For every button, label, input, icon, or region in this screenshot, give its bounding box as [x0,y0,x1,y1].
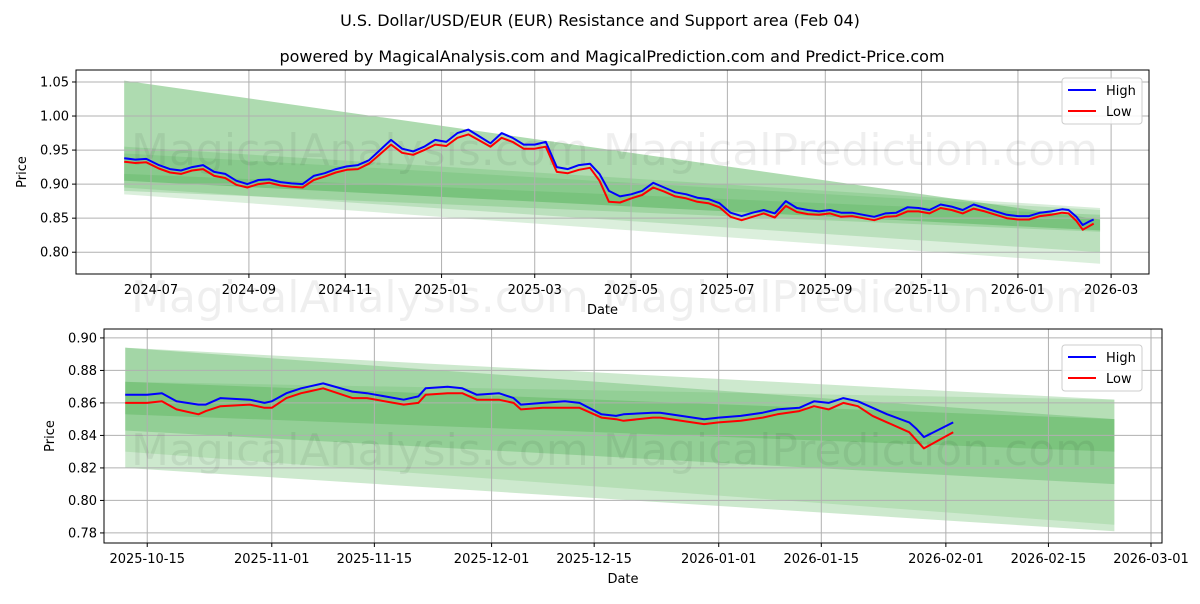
legend: High Low [1061,77,1143,125]
chart-subtitle: powered by MagicalAnalysis.com and Magic… [279,47,944,66]
high-series-line [125,382,954,439]
support-resistance-band [124,80,1101,231]
x-tick-label: 2025-03 [508,283,562,298]
legend-label-low: Low [1106,105,1132,120]
y-tick-label: 0.86 [68,396,97,411]
low-series-line [125,387,954,450]
y-tick-label: 1.05 [40,75,69,90]
y-tick-label: 0.80 [40,246,69,261]
x-tick-label: 2026-02-01 [908,552,984,567]
axes-frame [103,328,1163,544]
watermark: MagicalAnalysis.com [131,272,589,323]
x-tick-label: 2025-12-01 [454,552,530,567]
bottom-chart-axes: 2025-10-15 2025-11-01 2025-11-15 2025-12-01… [43,328,1189,587]
y-tick-label: 0.88 [68,364,97,379]
x-tick-label: 2024-09 [222,283,276,298]
watermark: MagicalPrediction.com [603,125,1098,176]
x-tick-label: 2025-09 [798,283,852,298]
y-tick-label: 0.84 [68,429,97,444]
watermark: MagicalPrediction.com [603,272,1098,323]
legend-label-high: High [1106,84,1136,99]
x-tick-label: 2025-07 [700,283,754,298]
x-tick-label: 2024-11 [318,283,372,298]
x-tick-label: 2025-10-15 [109,552,185,567]
x-tick-label: 2026-01 [991,283,1045,298]
y-tick-label: 0.80 [68,494,97,509]
legend-label-low: Low [1106,372,1132,387]
x-tick-label: 2026-03 [1084,283,1138,298]
x-tick-label: 2026-01-15 [784,552,860,567]
top-chart-axes: 2024-07 2024-09 2024-11 2025-01 2025-03 2025-… [15,69,1150,323]
x-tick-label: 2026-01-01 [681,552,757,567]
legend: High Low [1061,344,1143,392]
y-axis-label: Price [15,156,30,188]
low-series-line [124,133,1095,231]
axes-frame [75,69,1150,275]
support-resistance-band [124,153,1101,264]
x-tick-label: 2026-02-15 [1011,552,1087,567]
y-tick-label: 0.95 [40,144,69,159]
y-tick-label: 0.90 [40,178,69,193]
watermark: MagicalPrediction.com [603,425,1098,476]
support-resistance-band [125,381,1115,525]
high-series-line [124,128,1095,226]
y-tick-label: 1.00 [40,110,69,125]
y-axis-label: Price [43,420,58,452]
x-tick-label: 2025-12-15 [556,552,632,567]
y-tick-label: 0.78 [68,526,97,541]
x-tick-label: 2026-03-01 [1113,552,1189,567]
x-tick-label: 2025-11 [894,283,948,298]
x-tick-label: 2025-11-15 [337,552,413,567]
x-tick-label: 2025-01 [414,283,468,298]
x-tick-label: 2025-11-01 [234,552,310,567]
legend-label-high: High [1106,351,1136,366]
x-tick-label: 2025-05 [604,283,658,298]
x-axis-label: Date [587,303,618,318]
y-tick-label: 0.82 [68,461,97,476]
y-tick-label: 0.85 [40,212,69,227]
x-axis-label: Date [607,572,638,587]
watermark: MagicalAnalysis.com [131,425,589,476]
support-resistance-band [124,146,1101,253]
y-tick-label: 0.90 [68,331,97,346]
x-tick-label: 2024-07 [124,283,178,298]
chart-title: U.S. Dollar/USD/EUR (EUR) Resistance and… [340,11,860,30]
